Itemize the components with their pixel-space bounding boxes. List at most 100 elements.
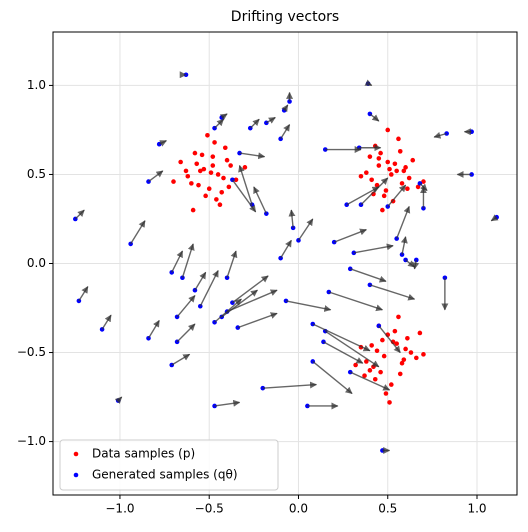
legend-label: Generated samples (qθ) xyxy=(92,468,238,482)
point xyxy=(372,376,378,382)
point xyxy=(364,170,369,175)
point xyxy=(171,179,176,184)
point xyxy=(392,328,398,334)
point xyxy=(369,177,374,183)
point xyxy=(369,343,374,348)
drift-arrow xyxy=(226,289,278,313)
drift-arrow xyxy=(171,353,191,366)
legend-marker xyxy=(73,451,79,457)
drift-arrow xyxy=(323,341,364,364)
point xyxy=(185,173,191,179)
x-tick-label: 0.5 xyxy=(378,502,397,516)
drift-arrow xyxy=(221,289,258,318)
legend-label: Data samples (p) xyxy=(92,447,195,461)
drift-arrow xyxy=(114,396,123,404)
point xyxy=(383,188,389,193)
point xyxy=(376,156,382,161)
point xyxy=(380,207,385,213)
point xyxy=(210,163,216,168)
point xyxy=(406,175,412,181)
point xyxy=(219,189,225,195)
drift-arrow xyxy=(285,300,332,312)
y-tick-label: 0.0 xyxy=(27,256,46,270)
point xyxy=(183,168,189,174)
axes-frame xyxy=(52,31,518,496)
y-tick-label: −1.0 xyxy=(17,434,46,448)
drift-arrow xyxy=(237,312,278,329)
drift-arrow xyxy=(396,205,411,239)
point xyxy=(196,182,201,188)
point xyxy=(221,175,226,181)
x-tick-label: 0.0 xyxy=(289,502,308,516)
drift-arrow xyxy=(181,243,195,278)
drift-arrow xyxy=(333,228,367,243)
point xyxy=(212,140,217,145)
point xyxy=(222,145,228,151)
drift-arrow xyxy=(312,360,353,395)
point xyxy=(242,165,248,170)
drift-arrow xyxy=(378,325,401,354)
drift-arrow xyxy=(312,323,371,352)
point xyxy=(397,371,403,377)
drift-arrow xyxy=(176,323,196,343)
point xyxy=(392,161,398,167)
drift-arrow xyxy=(214,399,241,407)
drift-arrow xyxy=(238,164,253,205)
point xyxy=(371,364,376,370)
point xyxy=(380,337,385,343)
point xyxy=(385,127,391,133)
point xyxy=(405,186,410,192)
point xyxy=(197,168,203,174)
drift-arrow xyxy=(232,275,269,304)
drift-arrow xyxy=(130,220,146,245)
point xyxy=(199,152,205,158)
point xyxy=(353,362,358,368)
point xyxy=(183,72,189,78)
point xyxy=(405,335,410,341)
drift-arrow xyxy=(147,319,160,339)
point xyxy=(203,193,208,199)
legend-box xyxy=(59,439,279,491)
point xyxy=(364,359,369,364)
drift-arrow xyxy=(265,116,276,124)
point xyxy=(169,270,175,275)
point xyxy=(396,314,401,320)
drift-arrow xyxy=(262,381,318,389)
point xyxy=(401,168,407,174)
point xyxy=(192,150,198,156)
point xyxy=(421,352,426,357)
point xyxy=(385,159,391,165)
point xyxy=(194,161,200,167)
x-tick-label: −1.0 xyxy=(105,502,134,516)
point xyxy=(394,341,399,346)
point xyxy=(403,165,408,170)
drift-arrow xyxy=(176,295,196,318)
point xyxy=(387,400,392,405)
x-tick-label: 1.0 xyxy=(467,502,486,516)
point xyxy=(389,172,394,177)
drift-arrow xyxy=(346,186,380,206)
drift-arrow xyxy=(400,236,408,255)
point xyxy=(374,348,380,354)
drift-arrow xyxy=(74,209,85,220)
point xyxy=(378,369,383,375)
point xyxy=(414,355,419,361)
point xyxy=(376,163,382,168)
drift-arrow xyxy=(328,291,384,312)
drift-arrow xyxy=(219,113,228,121)
drift-arrow xyxy=(324,330,380,368)
drift-arrow xyxy=(490,214,499,222)
y-tick-label: 0.5 xyxy=(27,167,46,181)
point xyxy=(362,373,367,378)
point xyxy=(381,353,387,359)
drift-arrow xyxy=(360,177,389,206)
drift-arrow xyxy=(214,118,224,129)
point xyxy=(206,186,212,192)
point xyxy=(210,154,216,159)
point xyxy=(224,157,230,163)
point xyxy=(444,131,449,136)
drift-arrow xyxy=(433,131,447,139)
point xyxy=(214,197,219,202)
drift-arrow xyxy=(412,259,420,270)
drift-arrow xyxy=(253,186,267,214)
